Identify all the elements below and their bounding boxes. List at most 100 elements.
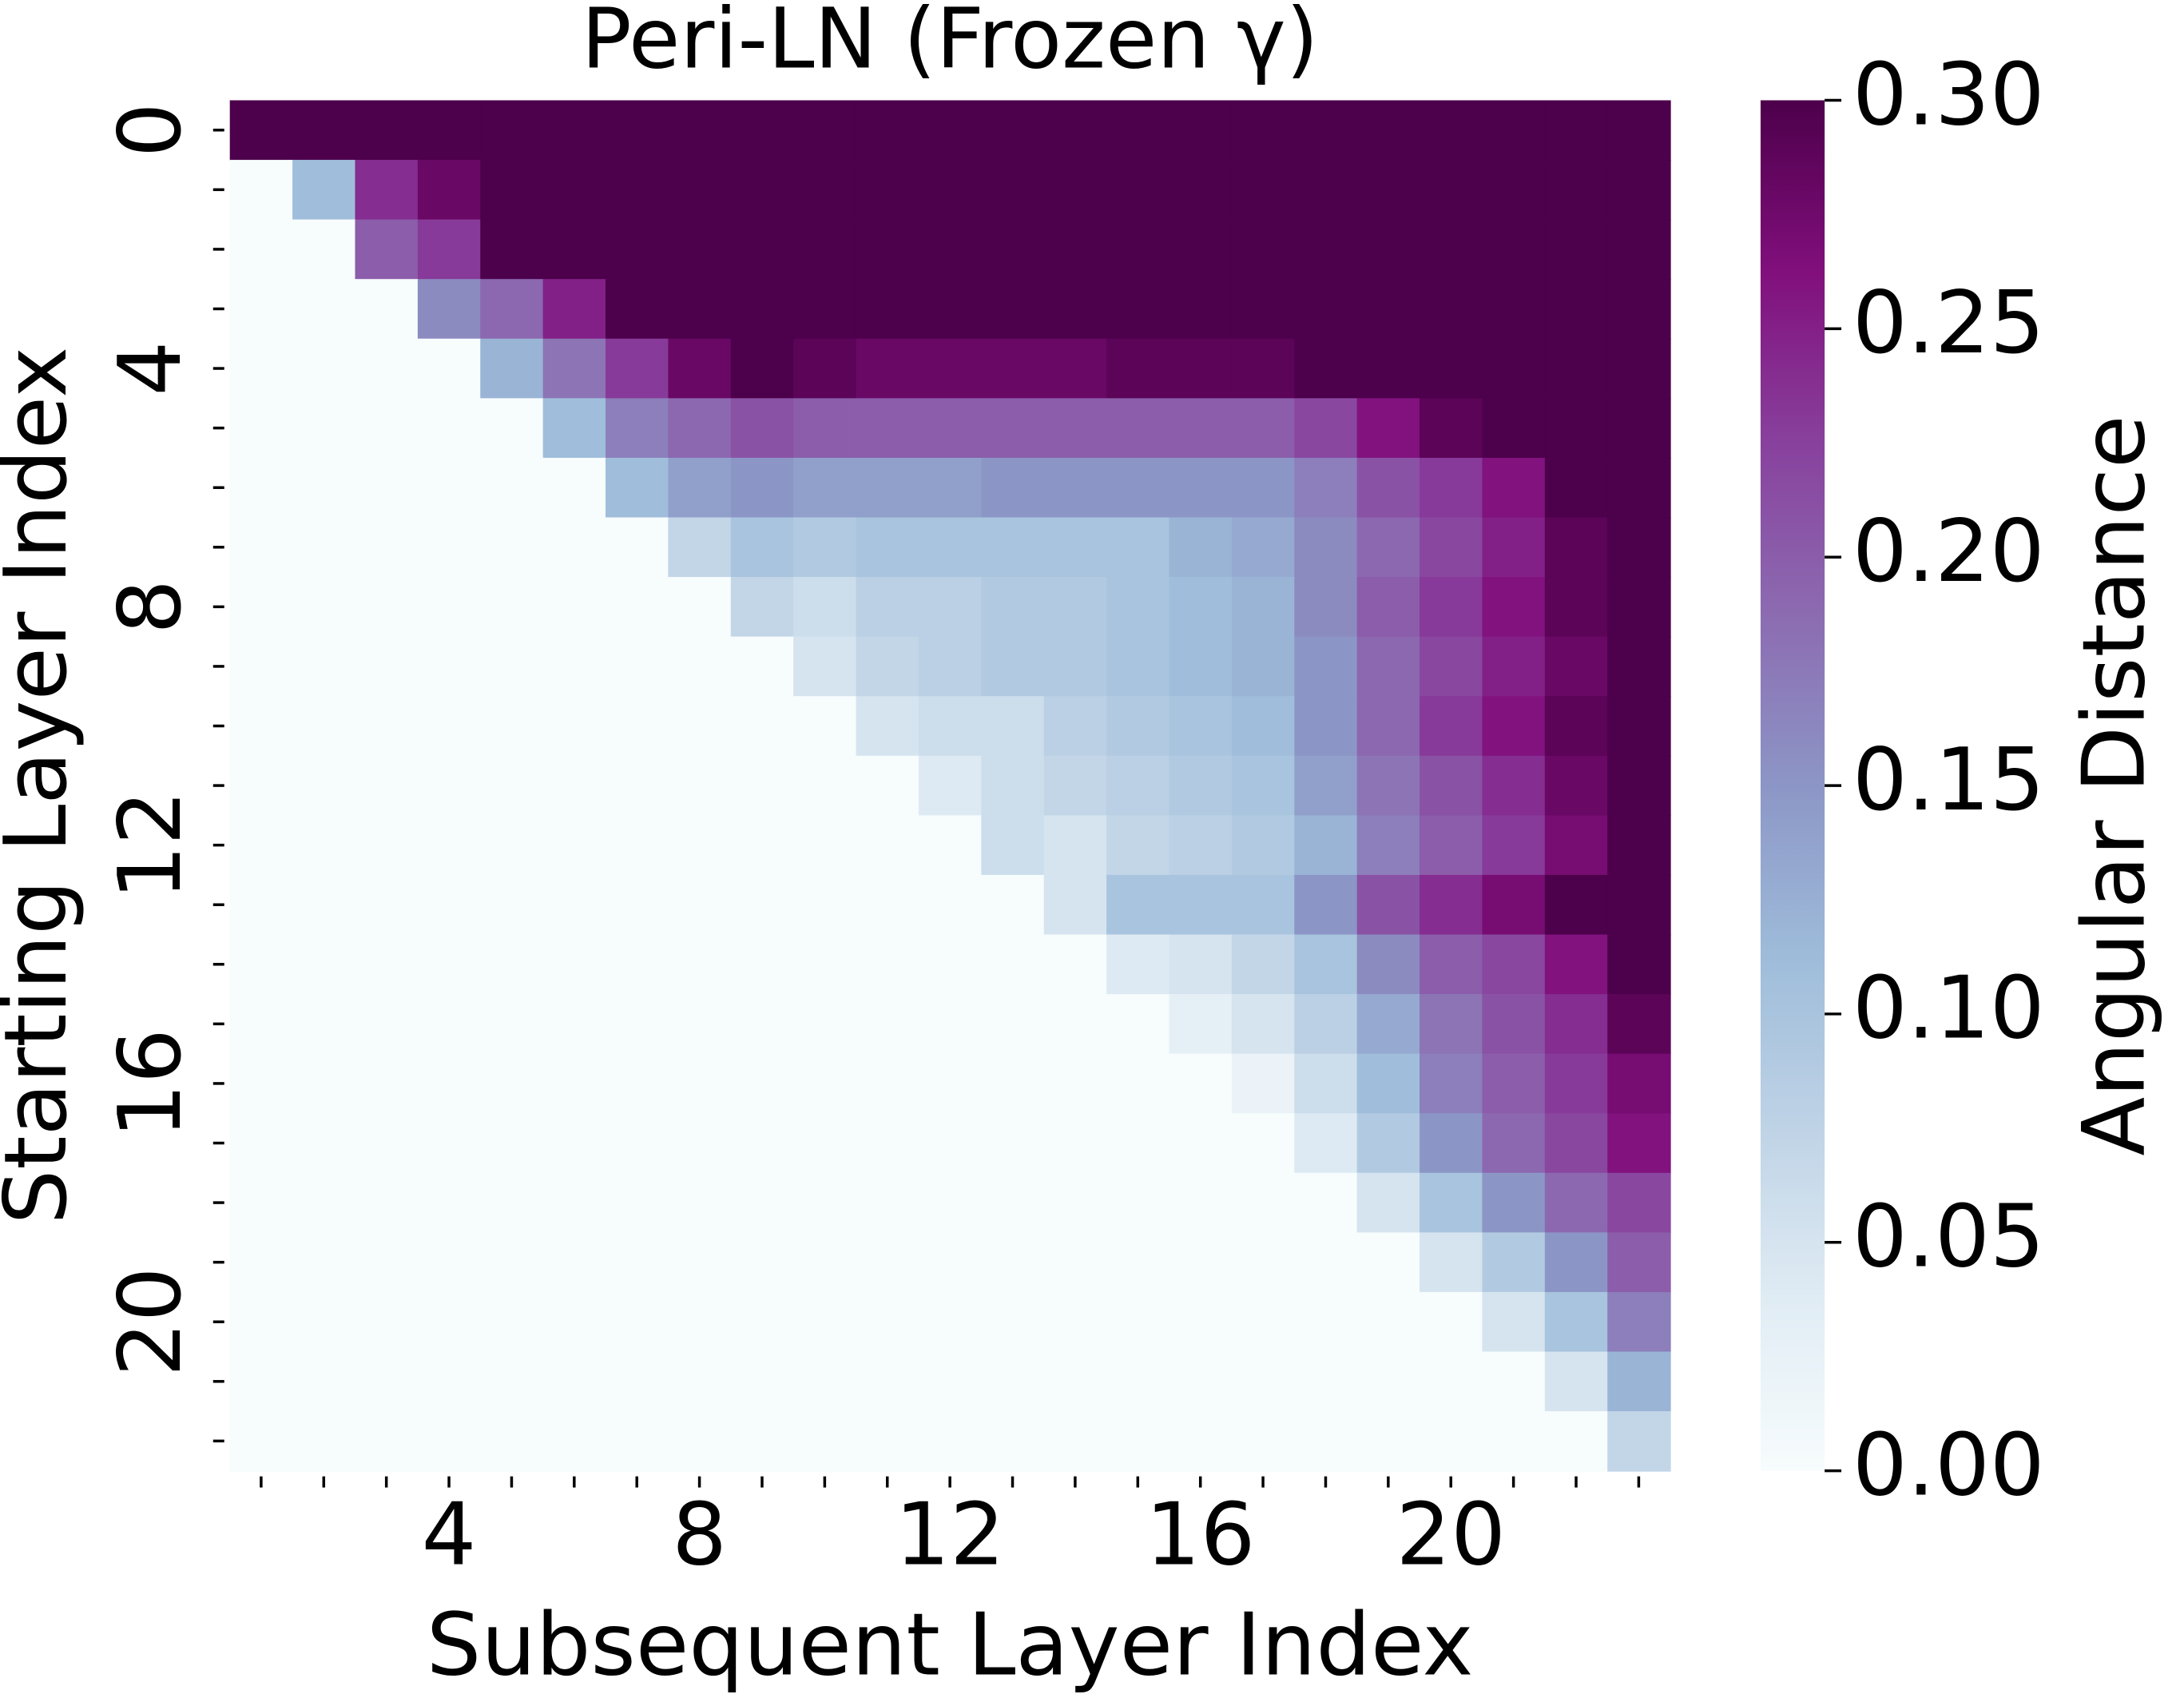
heatmap-cell: [1420, 219, 1483, 280]
heatmap-cell: [1544, 636, 1609, 698]
heatmap-cell: [606, 934, 669, 996]
heatmap-cell: [1356, 338, 1421, 400]
heatmap-cell: [1169, 636, 1233, 698]
heatmap-cell: [606, 279, 669, 340]
heatmap-cell: [1043, 1291, 1108, 1353]
heatmap-cell: [1420, 874, 1483, 936]
heatmap-cell: [292, 1172, 356, 1234]
heatmap-cell: [229, 1351, 294, 1413]
heatmap-cell: [1356, 1411, 1421, 1472]
heatmap-cell: [355, 696, 419, 757]
heatmap-cell: [417, 398, 482, 459]
heatmap-cell: [1607, 517, 1671, 579]
colorbar-tick-label: 0.05: [1852, 1187, 2045, 1287]
heatmap-cell: [542, 1172, 607, 1234]
heatmap-cell: [1043, 636, 1108, 698]
heatmap-cell: [1231, 100, 1296, 161]
heatmap-cell: [793, 160, 857, 221]
heatmap-cell: [542, 279, 607, 340]
heatmap-cell: [417, 219, 482, 280]
heatmap-cell: [606, 994, 669, 1055]
heatmap-cell: [918, 934, 983, 996]
heatmap-cell: [730, 994, 795, 1055]
heatmap-cell: [292, 1291, 356, 1353]
heatmap-cell: [1544, 1113, 1609, 1174]
heatmap-cell: [1544, 815, 1609, 876]
heatmap-cell: [1106, 1232, 1170, 1293]
heatmap-cell: [1607, 1411, 1671, 1472]
heatmap-cell: [1420, 815, 1483, 876]
heatmap-cell: [1231, 994, 1296, 1055]
heatmap-cell: [668, 636, 732, 698]
heatmap-cell: [730, 696, 795, 757]
heatmap-cell: [856, 160, 920, 221]
heatmap-cell: [1169, 338, 1233, 400]
heatmap-cell: [1482, 934, 1546, 996]
heatmap-cell: [542, 1113, 607, 1174]
heatmap-cell: [292, 755, 356, 817]
heatmap-cell: [1607, 994, 1671, 1055]
heatmap-cell: [1106, 1053, 1170, 1115]
heatmap-cell: [480, 874, 544, 936]
heatmap-cell: [480, 1291, 544, 1353]
heatmap-cell: [981, 279, 1045, 340]
heatmap-cell: [1356, 577, 1421, 638]
heatmap-cell: [1106, 934, 1170, 996]
heatmap-cell: [417, 874, 482, 936]
heatmap-cell: [417, 1411, 482, 1472]
heatmap-cell: [856, 1291, 920, 1353]
heatmap-cell: [1294, 1411, 1358, 1472]
heatmap-cell: [668, 457, 732, 519]
heatmap-cell: [1169, 279, 1233, 340]
heatmap-cell: [480, 1053, 544, 1115]
heatmap-cell: [793, 577, 857, 638]
heatmap-cell: [981, 874, 1045, 936]
heatmap-cell: [1169, 1232, 1233, 1293]
y-tick-label: 12: [101, 790, 201, 901]
heatmap-cell: [1356, 874, 1421, 936]
heatmap-cell: [1420, 755, 1483, 817]
heatmap-cell: [668, 1113, 732, 1174]
heatmap-cell: [417, 1053, 482, 1115]
heatmap-cell: [1420, 279, 1483, 340]
heatmap-cell: [730, 398, 795, 459]
heatmap-cell: [1294, 696, 1358, 757]
heatmap-cell: [1106, 1113, 1170, 1174]
heatmap-cell: [856, 517, 920, 579]
heatmap-cell: [1607, 815, 1671, 876]
heatmap-cell: [417, 755, 482, 817]
heatmap-cell: [1607, 1172, 1671, 1234]
heatmap-cell: [355, 636, 419, 698]
y-tick-label: 8: [101, 579, 201, 634]
heatmap-cell: [793, 279, 857, 340]
heatmap-cell: [918, 636, 983, 698]
heatmap-cell: [355, 219, 419, 280]
heatmap-cell: [1544, 279, 1609, 340]
heatmap-cell: [793, 1291, 857, 1353]
heatmap-cell: [1169, 398, 1233, 459]
heatmap-cell: [1356, 279, 1421, 340]
heatmap-cell: [1169, 874, 1233, 936]
heatmap-cell: [1420, 636, 1483, 698]
heatmap-cell: [292, 874, 356, 936]
heatmap-cell: [542, 338, 607, 400]
heatmap-cell: [1043, 457, 1108, 519]
heatmap-cell: [730, 457, 795, 519]
heatmap-cell: [918, 1351, 983, 1413]
heatmap-cell: [292, 1351, 356, 1413]
heatmap-cell: [730, 755, 795, 817]
heatmap-cell: [542, 755, 607, 817]
heatmap-cell: [542, 457, 607, 519]
heatmap-cell: [292, 1113, 356, 1174]
heatmap-cell: [981, 577, 1045, 638]
heatmap-cell: [730, 636, 795, 698]
heatmap-cell: [355, 1172, 419, 1234]
heatmap-cell: [1169, 517, 1233, 579]
heatmap-cell: [417, 1232, 482, 1293]
heatmap-cell: [229, 279, 294, 340]
heatmap-cell: [918, 338, 983, 400]
heatmap-cell: [417, 994, 482, 1055]
heatmap-cell: [981, 219, 1045, 280]
heatmap-cell: [606, 338, 669, 400]
